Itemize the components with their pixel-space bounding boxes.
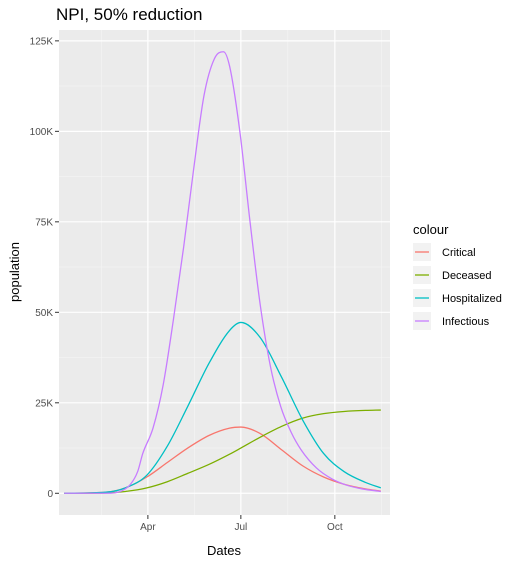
x-tick-label: Jul [234, 522, 247, 533]
series-line-hospitalized [64, 321, 382, 494]
legend-label-infectious: Infectious [442, 316, 490, 328]
series-lines [64, 51, 382, 494]
y-tick-label: 75K [35, 217, 53, 228]
y-tick-label: 125K [30, 36, 54, 47]
legend-title: colour [413, 222, 449, 237]
legend-items: Critical Deceased Hospitalized Infectious [413, 243, 502, 330]
plot-panel [59, 30, 390, 515]
y-axis-title: population [7, 242, 22, 302]
series-line-deceased [64, 409, 381, 494]
y-tick-label: 25K [35, 398, 53, 409]
y-tick-label: 100K [30, 127, 54, 138]
y-tick-label: 0 [47, 489, 53, 500]
legend: colour Critical Deceased Hospitalized Infec… [413, 222, 502, 330]
legend-label-deceased: Deceased [442, 270, 492, 282]
x-tick-label: Oct [327, 522, 343, 533]
y-tick-label: 50K [35, 308, 53, 319]
chart-title: NPI, 50% reduction [56, 5, 202, 24]
x-tick-label: Apr [140, 522, 156, 533]
series-line-infectious [64, 51, 381, 494]
legend-label-critical: Critical [442, 247, 476, 259]
legend-label-hospitalized: Hospitalized [442, 293, 502, 305]
axes: 0 25K 50K 75K 100K 125K Apr Jul Oct [30, 36, 343, 533]
x-axis-title: Dates [207, 543, 241, 558]
gridlines [59, 30, 390, 515]
